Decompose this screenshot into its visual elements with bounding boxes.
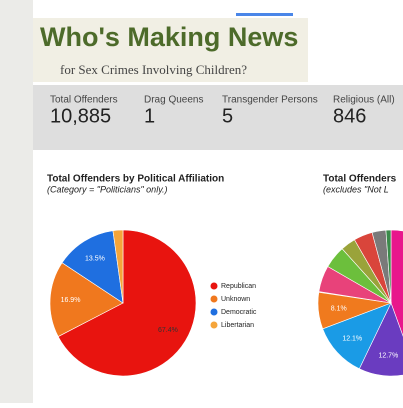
chart-title: Total Offenders by Political Affiliation [47, 174, 224, 185]
stat-value: 10,885 [50, 105, 111, 127]
legend-label: Libertarian [221, 322, 254, 329]
header-box [33, 18, 308, 82]
pie-slice-decoration [385, 229, 392, 304]
pie-slice [49, 262, 124, 337]
pie-slice [358, 302, 403, 377]
legend-swatch [210, 321, 218, 329]
header-title: Who's Making News [40, 22, 298, 52]
legend-label: Democratic [221, 309, 257, 316]
value-label: 16.9% [61, 297, 81, 304]
legend-swatch [210, 282, 218, 290]
chart-subtitle: (excludes "Not L [323, 184, 389, 194]
legend-label: Republican [221, 283, 256, 290]
stat-value: 5 [222, 105, 233, 127]
stat-label: Drag Queens [144, 95, 203, 106]
value-label: 8.1% [331, 305, 347, 312]
pie-slice [112, 229, 124, 304]
stat-label: Total Offenders [50, 95, 118, 106]
stats-band [33, 85, 403, 150]
header-subtitle: for Sex Crimes Involving Children? [60, 62, 247, 77]
value-label: 67.4% [158, 327, 178, 334]
stat-value: 846 [333, 105, 366, 127]
legend-swatch [210, 295, 218, 303]
stat-value: 1 [144, 105, 155, 127]
legend-label: Unknown [221, 296, 250, 303]
legend-swatch [210, 308, 218, 316]
value-label: 12.1% [342, 335, 362, 342]
side-panel [0, 0, 33, 403]
stat-label: Religious (All) [333, 95, 395, 106]
pie-slice [317, 291, 393, 330]
chart-subtitle: (Category = "Politicians" only.) [47, 184, 168, 194]
value-label: 12.7% [378, 352, 398, 359]
tab-indicator[interactable] [236, 13, 293, 16]
stat-label: Transgender Persons [222, 95, 318, 106]
pie-slice [57, 229, 197, 377]
pie-slice-decoration [390, 229, 403, 337]
pie-slice [61, 230, 124, 304]
value-label: 13.5% [85, 255, 105, 262]
chart-title: Total Offenders [323, 174, 397, 185]
pie-decoration [318, 229, 403, 337]
